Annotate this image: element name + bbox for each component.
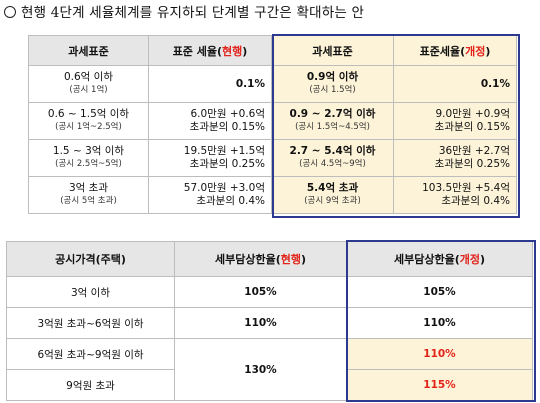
cap-new-cell: 115% xyxy=(346,369,533,401)
rate-new-cell: 9.0만원 +0.9억 초과분의 0.15% xyxy=(393,102,517,140)
base-current-cell: 3억 초과 (공시 5억 초과) xyxy=(28,176,149,214)
tax-cap-header-row: 공시가격(주택) 세부담상한율(현행) 세부담상한율(개정) xyxy=(6,241,533,277)
price-cell: 3억원 초과~6억원 이하 xyxy=(6,307,175,339)
table-row: 1.5 ~ 3억 이하 (공시 2.5억~5억) 19.5만원 +1.5억 초과분의… xyxy=(28,139,517,177)
price-cell: 9억원 초과 xyxy=(6,369,175,401)
cap-current-cell: 110% xyxy=(174,307,347,339)
base-new-cell: 0.9억 이하 (공시 1.5억) xyxy=(271,65,394,103)
document-title: 현행 4단계 세율체계를 유지하되 단계별 구간은 확대하는 안 xyxy=(4,2,364,24)
price-cell: 3억 이하 xyxy=(6,276,175,308)
base-current-cell: 1.5 ~ 3억 이하 (공시 2.5억~5억) xyxy=(28,139,149,177)
header-price: 공시가격(주택) xyxy=(6,241,175,277)
rate-current-cell: 0.1% xyxy=(148,65,272,103)
rate-new-cell: 0.1% xyxy=(393,65,517,103)
rate-current-cell: 19.5만원 +1.5억 초과분의 0.25% xyxy=(148,139,272,177)
header-rate-current: 표준 세율(현행) xyxy=(148,35,272,66)
rate-new-cell: 103.5만원 +5.4억 초과분의 0.4% xyxy=(393,176,517,214)
title-text: 현행 4단계 세율체계를 유지하되 단계별 구간은 확대하는 안 xyxy=(21,5,365,21)
base-current-cell: 0.6억 이하 (공시 1억) xyxy=(28,65,149,103)
header-base-new: 과세표준 xyxy=(271,35,394,66)
base-new-cell: 2.7 ~ 5.4억 이하 (공시 4.5억~9억) xyxy=(271,139,394,177)
base-new-cell: 0.9 ~ 2.7억 이하 (공시 1.5억~4.5억) xyxy=(271,102,394,140)
circle-bullet-icon xyxy=(4,6,16,18)
header-cap-current: 세부담상한율(현행) xyxy=(174,241,347,277)
cap-new-cell: 105% xyxy=(346,276,533,308)
table-row: 3억 이하 105% 105% xyxy=(6,276,533,308)
table-row: 6억원 초과~9억원 이하 130% 110% xyxy=(6,338,533,401)
cap-new-cell: 110% xyxy=(346,307,533,339)
base-current-cell: 0.6 ~ 1.5억 이하 (공시 1억~2.5억) xyxy=(28,102,149,140)
rate-new-cell: 36만원 +2.7억 초과분의 0.25% xyxy=(393,139,517,177)
cap-new-cell: 110% xyxy=(346,338,533,370)
header-base-current: 과세표준 xyxy=(28,35,149,66)
table-row: 0.6억 이하 (공시 1억) 0.1% 0.9억 이하 (공시 1.5억) 0.1… xyxy=(28,65,517,103)
table-row: 3억 초과 (공시 5억 초과) 57.0만원 +3.0억 초과분의 0.4% 5.… xyxy=(28,176,517,214)
tax-rate-table: 과세표준 표준 세율(현행) 과세표준 표준세율(개정) 0.6억 이하 (공시 … xyxy=(28,35,517,214)
rate-current-cell: 57.0만원 +3.0억 초과분의 0.4% xyxy=(148,176,272,214)
tax-cap-table: 공시가격(주택) 세부담상한율(현행) 세부담상한율(개정) 3억 이하 105… xyxy=(6,241,533,401)
cap-current-cell: 105% xyxy=(174,276,347,308)
cap-current-cell: 130% xyxy=(174,338,347,401)
price-cell: 6억원 초과~9억원 이하 xyxy=(6,338,175,370)
rate-current-cell: 6.0만원 +0.6억 초과분의 0.15% xyxy=(148,102,272,140)
base-new-cell: 5.4억 초과 (공시 9억 초과) xyxy=(271,176,394,214)
table-row: 3억원 초과~6억원 이하 110% 110% xyxy=(6,307,533,339)
header-rate-new: 표준세율(개정) xyxy=(393,35,517,66)
header-cap-new: 세부담상한율(개정) xyxy=(346,241,533,277)
tax-rate-header-row: 과세표준 표준 세율(현행) 과세표준 표준세율(개정) xyxy=(28,35,517,66)
table-row: 0.6 ~ 1.5억 이하 (공시 1억~2.5억) 6.0만원 +0.6억 초과분… xyxy=(28,102,517,140)
